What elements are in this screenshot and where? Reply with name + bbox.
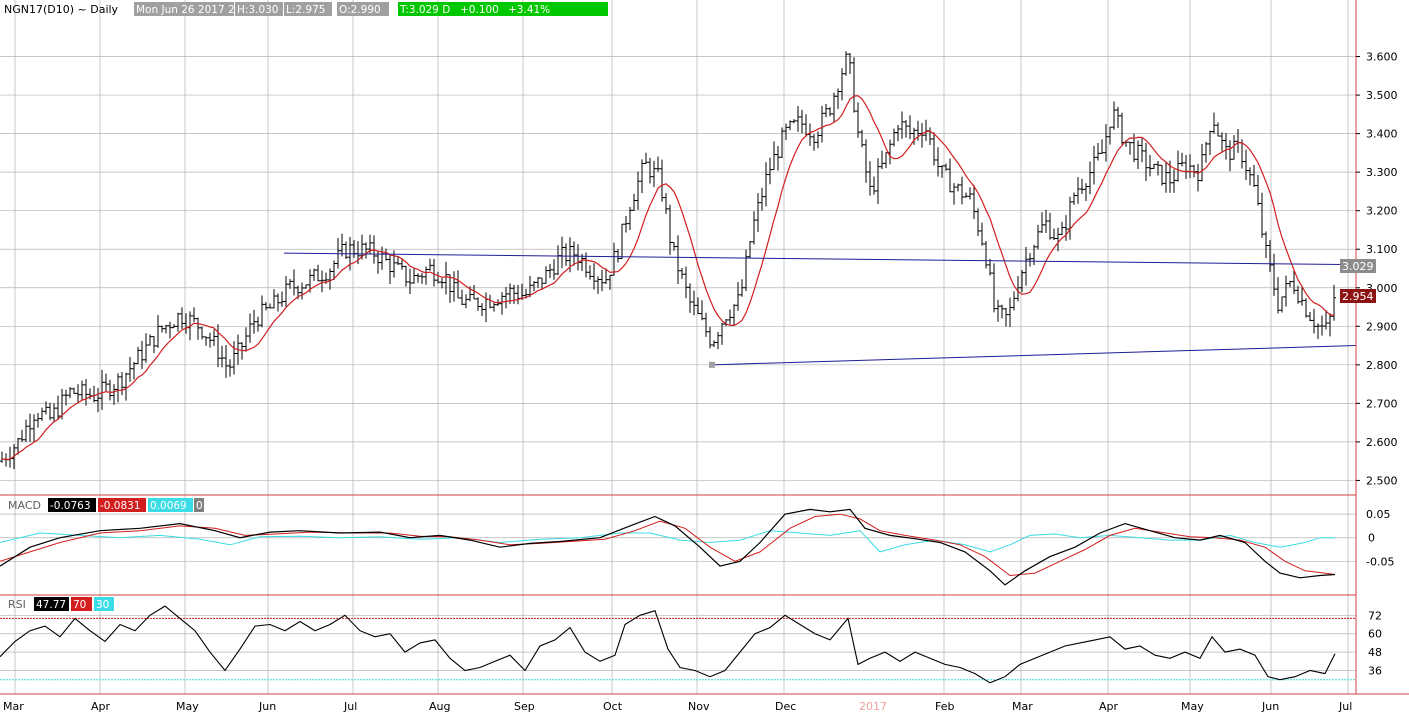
header-bar: NGN17(D10) ~ Daily Mon Jun 26 2017 2:52:… (4, 2, 608, 16)
macd-axis: 0.05 0 -0.05 (1366, 508, 1394, 568)
price-tick-label: 2.800 (1366, 359, 1398, 372)
rsi-tick-label: 72 (1368, 609, 1382, 622)
time-tick-label: Sep (514, 700, 535, 713)
price-tick-label: 2.600 (1366, 436, 1398, 449)
time-tick-label: Feb (935, 700, 954, 713)
macd-tick-label: 0.05 (1366, 508, 1391, 521)
macd-tick-label: 0 (1368, 532, 1375, 545)
price-tick-label: 2.500 (1366, 474, 1398, 487)
rsi-value: 47.77 (36, 599, 66, 611)
price-tick-label: 2.700 (1366, 397, 1398, 410)
high-label: H:3.030 (237, 4, 279, 16)
change-label: +0.100 (460, 4, 499, 16)
macd-line (0, 508, 1336, 586)
macd-signal-value: -0.0831 (100, 500, 141, 512)
price-tick-label: 3.400 (1366, 128, 1398, 141)
time-tick-label: 2017 (859, 700, 887, 713)
rsi-upper-value: 70 (73, 599, 86, 611)
time-tick-label: Mar (1012, 700, 1033, 713)
time-tick-label: Jul (1338, 700, 1352, 713)
rsi-line (0, 605, 1336, 684)
price-tick-label: 3.200 (1366, 205, 1398, 218)
price-tick-label: 3.100 (1366, 243, 1398, 256)
time-tick-label: Nov (688, 700, 710, 713)
time-tick-label: Dec (775, 700, 796, 713)
macd-extra-value: 0 (196, 500, 203, 512)
rsi-tick-label: 36 (1368, 665, 1382, 678)
macd-title: MACD (8, 499, 41, 512)
rsi-axis: 72 60 48 36 (1368, 609, 1382, 677)
trendline-anchor (709, 361, 715, 368)
macd-header: MACD -0.0763 -0.0831 0.0069 0 (8, 498, 204, 512)
grid-lines (0, 0, 1356, 694)
price-tick-label: 2.900 (1366, 320, 1398, 333)
trendlines (283, 252, 1357, 368)
open-label: O:2.990 (339, 4, 381, 16)
resistance-trendline (283, 252, 1357, 266)
symbol-label: NGN17(D10) ~ Daily (4, 3, 119, 16)
last-price-badge: 3.029 (1340, 259, 1376, 273)
ma-price-value: 2.954 (1342, 290, 1374, 303)
macd-signal-line (0, 513, 1336, 577)
macd-hist-value: 0.0069 (150, 500, 187, 512)
time-axis: Mar Apr May Jun Jul Aug Sep Oct Nov Dec 2017 Feb Mar… (3, 700, 1352, 713)
time-tick-label: Apr (91, 700, 111, 713)
time-tick-label: Jun (258, 700, 276, 713)
moving-average-line (1, 95, 1335, 461)
rsi-tick-label: 48 (1368, 646, 1382, 659)
time-tick-label: May (1181, 700, 1204, 713)
time-tick-label: Jun (1261, 700, 1279, 713)
time-tick-label: Oct (603, 700, 623, 713)
last-price-value: 3.029 (1342, 260, 1374, 273)
time-tick-label: Jul (343, 700, 357, 713)
price-tick-label: 3.300 (1366, 166, 1398, 179)
low-label: L:2.975 (286, 4, 325, 16)
rsi-title: RSI (8, 598, 26, 611)
support-trendline (711, 345, 1357, 366)
last-label: T:3.029 D (399, 4, 450, 16)
price-tick-label: 3.600 (1366, 51, 1398, 64)
time-tick-label: Mar (3, 700, 24, 713)
rsi-tick-label: 60 (1368, 628, 1382, 641)
time-tick-label: Aug (429, 700, 450, 713)
macd-tick-label: -0.05 (1366, 555, 1394, 568)
time-tick-label: Apr (1099, 700, 1119, 713)
rsi-header: RSI 47.77 70 30 (8, 597, 114, 611)
rsi-lower-value: 30 (96, 599, 109, 611)
change-pct-label: +3.41% (508, 4, 550, 16)
macd-value: -0.0763 (50, 500, 91, 512)
price-tick-label: 3.500 (1366, 89, 1398, 102)
ma-price-badge: 2.954 (1340, 289, 1376, 303)
time-tick-label: May (176, 700, 199, 713)
